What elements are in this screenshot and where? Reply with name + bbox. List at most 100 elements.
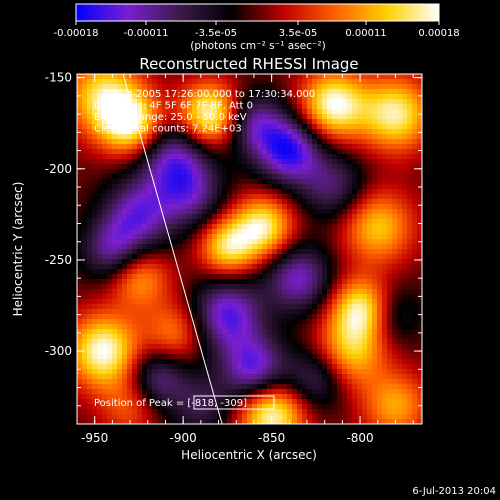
heatmap-cell xyxy=(232,359,237,364)
heatmap-cell xyxy=(97,109,102,114)
heatmap-cell xyxy=(382,404,387,409)
heatmap-cell xyxy=(277,414,282,419)
heatmap-cell xyxy=(217,304,222,309)
heatmap-cell xyxy=(297,344,302,349)
heatmap-cell xyxy=(247,414,252,419)
heatmap-cell xyxy=(297,144,302,149)
heatmap-cell xyxy=(202,349,207,354)
heatmap-cell xyxy=(382,154,387,159)
heatmap-cell xyxy=(377,339,382,344)
heatmap-cell xyxy=(77,364,82,369)
heatmap-cell xyxy=(107,199,112,204)
heatmap-cell xyxy=(237,299,242,304)
heatmap-cell xyxy=(277,129,282,134)
heatmap-cell xyxy=(122,344,127,349)
heatmap-cell xyxy=(357,394,362,399)
heatmap-cell xyxy=(157,354,162,359)
heatmap-cell xyxy=(222,229,227,234)
heatmap-cell xyxy=(217,249,222,254)
heatmap-cell xyxy=(417,219,422,224)
heatmap-cell xyxy=(377,119,382,124)
heatmap-cell xyxy=(242,374,247,379)
heatmap-cell xyxy=(77,319,82,324)
heatmap-cell xyxy=(162,104,167,109)
heatmap-cell xyxy=(77,164,82,169)
heatmap-cell xyxy=(152,349,157,354)
heatmap-cell xyxy=(342,374,347,379)
heatmap-cell xyxy=(157,299,162,304)
heatmap-cell xyxy=(392,74,397,79)
heatmap-cell xyxy=(152,239,157,244)
heatmap-cell xyxy=(302,384,307,389)
heatmap-cell xyxy=(142,169,147,174)
heatmap-cell xyxy=(157,144,162,149)
heatmap-cell xyxy=(417,229,422,234)
heatmap-cell xyxy=(87,229,92,234)
heatmap-cell xyxy=(82,204,87,209)
heatmap-cell xyxy=(97,369,102,374)
heatmap-cell xyxy=(297,284,302,289)
heatmap-cell xyxy=(357,399,362,404)
heatmap-cell xyxy=(272,129,277,134)
heatmap-cell xyxy=(217,149,222,154)
heatmap-cell xyxy=(337,279,342,284)
heatmap-cell xyxy=(92,194,97,199)
heatmap-cell xyxy=(277,394,282,399)
heatmap-cell xyxy=(242,259,247,264)
heatmap-cell xyxy=(212,119,217,124)
heatmap-cell xyxy=(327,359,332,364)
heatmap-cell xyxy=(262,74,267,79)
heatmap-cell xyxy=(367,274,372,279)
heatmap-cell xyxy=(332,144,337,149)
heatmap-cell xyxy=(332,189,337,194)
heatmap-cell xyxy=(247,419,252,424)
heatmap-cell xyxy=(292,369,297,374)
heatmap-cell xyxy=(322,94,327,99)
heatmap-cell xyxy=(187,104,192,109)
heatmap-cell xyxy=(402,279,407,284)
heatmap-cell xyxy=(382,249,387,254)
heatmap-cell xyxy=(267,229,272,234)
heatmap-cell xyxy=(352,279,357,284)
heatmap-cell xyxy=(127,309,132,314)
heatmap-cell xyxy=(252,279,257,284)
heatmap-cell xyxy=(152,134,157,139)
heatmap-cell xyxy=(77,399,82,404)
heatmap-cell xyxy=(92,169,97,174)
heatmap-cell xyxy=(242,329,247,334)
heatmap-cell xyxy=(207,149,212,154)
heatmap-cell xyxy=(117,394,122,399)
heatmap-cell xyxy=(87,159,92,164)
heatmap-cell xyxy=(322,154,327,159)
heatmap-cell xyxy=(407,294,412,299)
heatmap-cell xyxy=(222,174,227,179)
heatmap-cell xyxy=(207,274,212,279)
heatmap-cell xyxy=(347,79,352,84)
heatmap-cell xyxy=(312,119,317,124)
heatmap-cell xyxy=(182,304,187,309)
heatmap-cell xyxy=(147,359,152,364)
heatmap-cell xyxy=(392,234,397,239)
heatmap-cell xyxy=(222,219,227,224)
heatmap-cell xyxy=(122,129,127,134)
heatmap-cell xyxy=(312,254,317,259)
heatmap-cell xyxy=(267,239,272,244)
heatmap-cell xyxy=(352,174,357,179)
heatmap-cell xyxy=(87,284,92,289)
heatmap-cell xyxy=(127,179,132,184)
heatmap-cell xyxy=(332,129,337,134)
heatmap-cell xyxy=(257,219,262,224)
heatmap-cell xyxy=(237,179,242,184)
heatmap-cell xyxy=(367,149,372,154)
heatmap-cell xyxy=(152,359,157,364)
heatmap-cell xyxy=(117,174,122,179)
heatmap-cell xyxy=(77,359,82,364)
heatmap-cell xyxy=(212,194,217,199)
heatmap-cell xyxy=(127,129,132,134)
heatmap-cell xyxy=(337,379,342,384)
heatmap-cell xyxy=(247,374,252,379)
heatmap-cell xyxy=(212,344,217,349)
heatmap-cell xyxy=(212,159,217,164)
heatmap-cell xyxy=(147,169,152,174)
heatmap-cell xyxy=(257,129,262,134)
